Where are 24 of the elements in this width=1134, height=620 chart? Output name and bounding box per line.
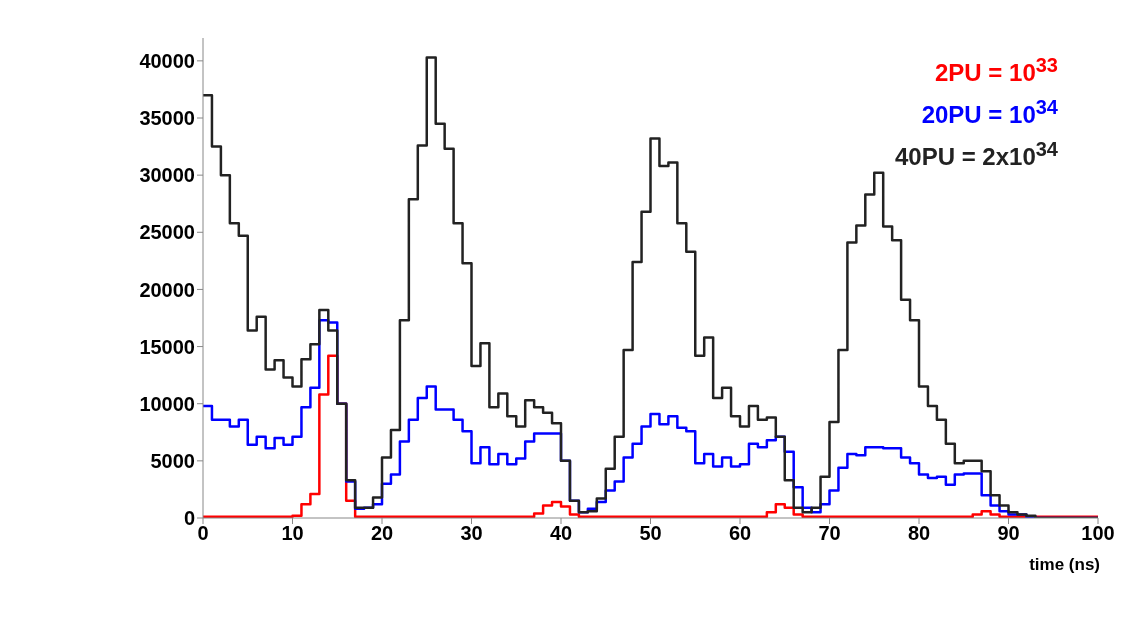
x-tick-label: 0	[197, 522, 209, 545]
y-tick-label: 35000	[139, 107, 195, 130]
y-tick-label: 40000	[139, 49, 195, 72]
x-tick-label: 90	[997, 522, 1020, 545]
y-tick-label: 20000	[139, 278, 195, 301]
x-tick-label: 70	[818, 522, 841, 545]
y-tick-label: 0	[183, 507, 195, 530]
x-tick-label: 60	[728, 522, 752, 545]
x-tick-label: 80	[907, 522, 931, 545]
y-tick-label: 25000	[139, 221, 195, 244]
y-tick-label: 5000	[150, 449, 195, 472]
x-tick-label: 100	[1081, 522, 1115, 545]
series-label: 40PU = 2x10$^{34}$	[894, 137, 1058, 172]
y-tick-label: 30000	[139, 164, 195, 187]
text: 2PU = 10$^{33}$	[934, 53, 1058, 88]
x-tick-label: 20	[370, 522, 394, 545]
y-tick-label: 10000	[139, 392, 195, 415]
x-tick-label: 50	[639, 522, 662, 545]
x-axis-title: time (ns)	[1029, 555, 1100, 574]
x-tick-label: 30	[460, 522, 483, 545]
y-tick-label: 15000	[139, 335, 195, 358]
x-tick-label: 40	[549, 522, 573, 545]
text: 20PU = 10$^{34}$	[920, 95, 1058, 130]
x-tick-label: 10	[281, 522, 304, 545]
